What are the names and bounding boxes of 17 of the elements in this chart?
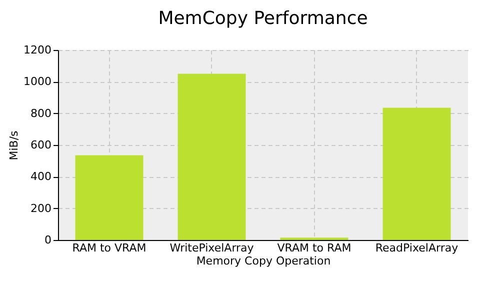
x-tick-label: RAM to VRAM bbox=[72, 242, 146, 254]
y-tick-label: 800 bbox=[30, 106, 52, 120]
y-axis-title: MiB/s bbox=[8, 130, 21, 160]
x-tick-label: VRAM to RAM bbox=[277, 242, 352, 254]
bar bbox=[178, 74, 246, 240]
y-tick-label: 0 bbox=[44, 234, 52, 246]
x-axis-title: Memory Copy Operation bbox=[196, 254, 331, 268]
y-tick-label: 1200 bbox=[24, 44, 52, 56]
x-tick-label: WritePixelArray bbox=[170, 242, 254, 254]
x-tick-label: ReadPixelArray bbox=[375, 242, 459, 254]
y-tick-label: 400 bbox=[30, 170, 52, 184]
bar bbox=[75, 155, 144, 240]
y-tick-label: 200 bbox=[30, 202, 52, 215]
y-tick-label: 600 bbox=[30, 138, 52, 152]
bar bbox=[382, 108, 451, 240]
chart-title: MemCopy Performance bbox=[158, 8, 368, 29]
y-tick-label: 1000 bbox=[24, 75, 52, 88]
